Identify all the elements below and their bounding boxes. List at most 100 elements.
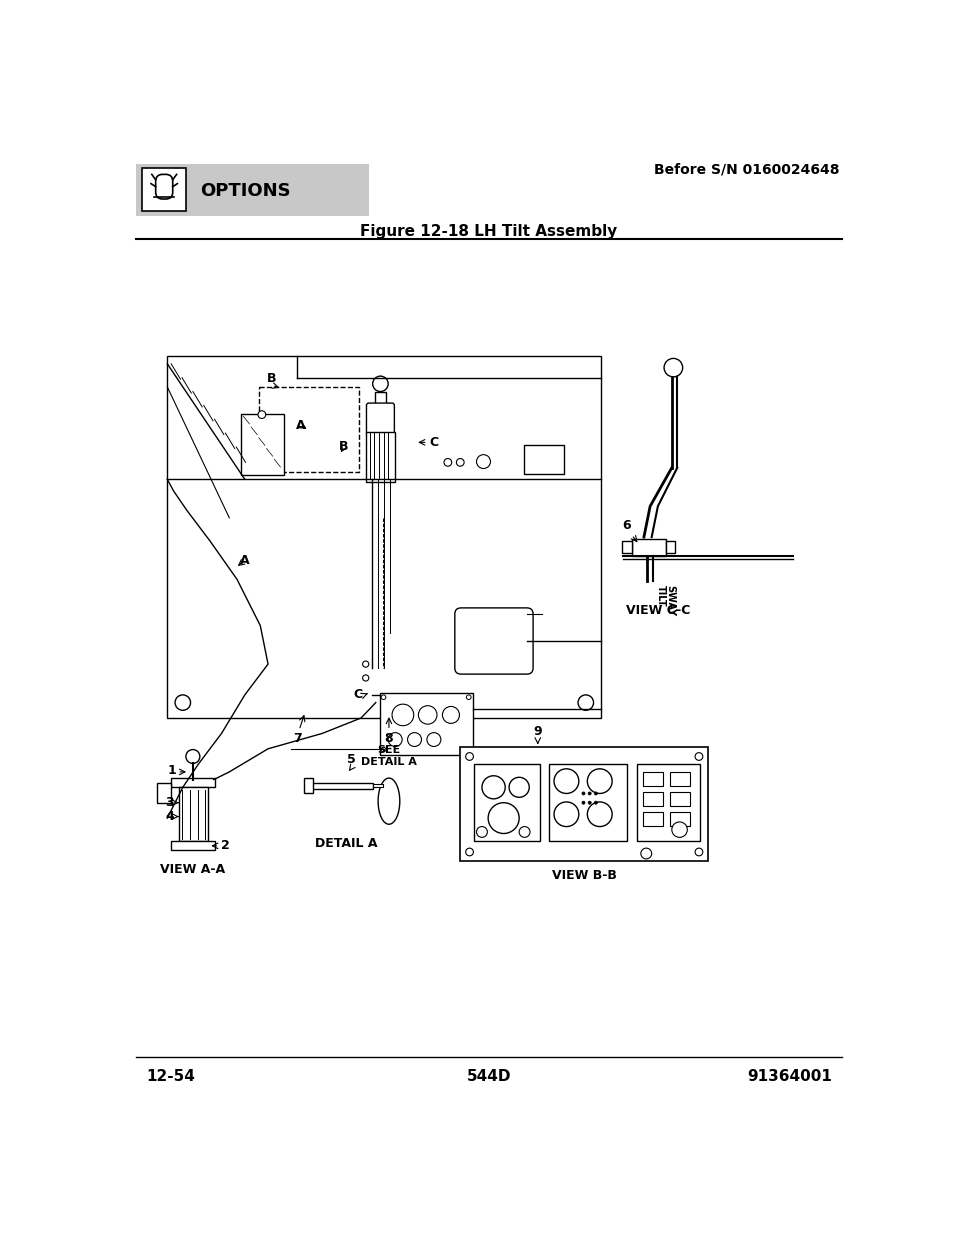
Text: SEE
DETAIL A: SEE DETAIL A [360, 745, 416, 767]
Circle shape [581, 792, 584, 795]
FancyBboxPatch shape [366, 403, 394, 435]
Bar [311, 783, 373, 789]
Bar [373, 784, 382, 787]
Circle shape [587, 792, 591, 795]
Text: VIEW A-A: VIEW A-A [160, 863, 225, 876]
Bar [637, 764, 700, 841]
Bar [171, 841, 214, 851]
Circle shape [587, 802, 612, 826]
Text: 91364001: 91364001 [746, 1068, 831, 1083]
Circle shape [388, 732, 402, 746]
Text: A: A [295, 419, 305, 432]
Bar [375, 391, 385, 405]
Bar [670, 811, 690, 826]
Text: 6: 6 [622, 520, 631, 532]
FancyBboxPatch shape [155, 174, 172, 199]
Circle shape [481, 776, 505, 799]
Bar [167, 356, 600, 718]
Circle shape [443, 458, 452, 466]
Bar [670, 792, 690, 805]
Text: 544D: 544D [466, 1068, 511, 1083]
Text: B: B [339, 441, 349, 453]
Circle shape [518, 826, 530, 837]
Bar [523, 445, 563, 474]
Circle shape [418, 705, 436, 724]
Circle shape [442, 706, 459, 724]
Text: VIEW C-C: VIEW C-C [625, 604, 689, 618]
Bar [241, 414, 283, 475]
Bar [379, 693, 472, 755]
Bar [642, 792, 662, 805]
Bar [642, 811, 662, 826]
Bar [474, 764, 539, 841]
Text: Figure 12-18 LH Tilt Assembly: Figure 12-18 LH Tilt Assembly [360, 224, 617, 238]
Bar [258, 387, 359, 472]
Text: VIEW B-B: VIEW B-B [551, 869, 616, 882]
Bar [142, 168, 186, 211]
Circle shape [578, 695, 593, 710]
Circle shape [373, 377, 388, 391]
Circle shape [488, 803, 518, 834]
Text: 9: 9 [533, 725, 541, 739]
Circle shape [594, 792, 597, 795]
Circle shape [594, 802, 597, 804]
Circle shape [695, 752, 702, 761]
Text: DETAIL A: DETAIL A [314, 837, 377, 851]
Circle shape [362, 661, 369, 667]
Text: C: C [354, 688, 362, 701]
Circle shape [509, 777, 529, 798]
Bar [642, 772, 662, 785]
Bar [365, 431, 395, 482]
Circle shape [407, 732, 421, 746]
Bar [621, 541, 631, 553]
Circle shape [663, 358, 682, 377]
Circle shape [476, 826, 487, 837]
Circle shape [381, 695, 385, 699]
Circle shape [186, 750, 199, 763]
Ellipse shape [377, 778, 399, 824]
Circle shape [476, 454, 490, 468]
Circle shape [671, 823, 686, 837]
Bar [459, 747, 707, 861]
Circle shape [554, 802, 578, 826]
Text: 1: 1 [167, 764, 175, 777]
Circle shape [362, 674, 369, 680]
Text: 12-54: 12-54 [146, 1068, 195, 1083]
Bar [171, 778, 214, 787]
Circle shape [587, 769, 612, 793]
Circle shape [466, 747, 471, 752]
Circle shape [456, 458, 464, 466]
Text: 8: 8 [384, 732, 393, 745]
Text: 7: 7 [293, 732, 301, 745]
Bar [670, 772, 690, 785]
Circle shape [381, 747, 385, 752]
Text: C: C [429, 436, 438, 448]
Circle shape [695, 848, 702, 856]
Text: B: B [267, 372, 276, 384]
Circle shape [174, 695, 191, 710]
Bar [157, 783, 171, 803]
Text: 3: 3 [166, 797, 174, 809]
Text: Before S/N 0160024648: Before S/N 0160024648 [654, 163, 840, 177]
Bar [136, 163, 369, 216]
Circle shape [465, 752, 473, 761]
Bar [631, 538, 665, 556]
Bar [549, 764, 626, 841]
Text: SWAY: SWAY [664, 585, 675, 616]
Text: TILT: TILT [656, 585, 665, 606]
Text: OPTIONS: OPTIONS [200, 183, 291, 200]
Circle shape [465, 848, 473, 856]
Bar [303, 778, 313, 793]
Bar [179, 787, 208, 841]
Text: A: A [240, 553, 250, 567]
Text: 2: 2 [220, 840, 230, 852]
Circle shape [581, 802, 584, 804]
Circle shape [466, 695, 471, 699]
Circle shape [392, 704, 414, 726]
FancyBboxPatch shape [455, 608, 533, 674]
Text: 4: 4 [166, 810, 174, 823]
Text: 5: 5 [347, 753, 355, 766]
Circle shape [427, 732, 440, 746]
Circle shape [587, 802, 591, 804]
Circle shape [640, 848, 651, 858]
